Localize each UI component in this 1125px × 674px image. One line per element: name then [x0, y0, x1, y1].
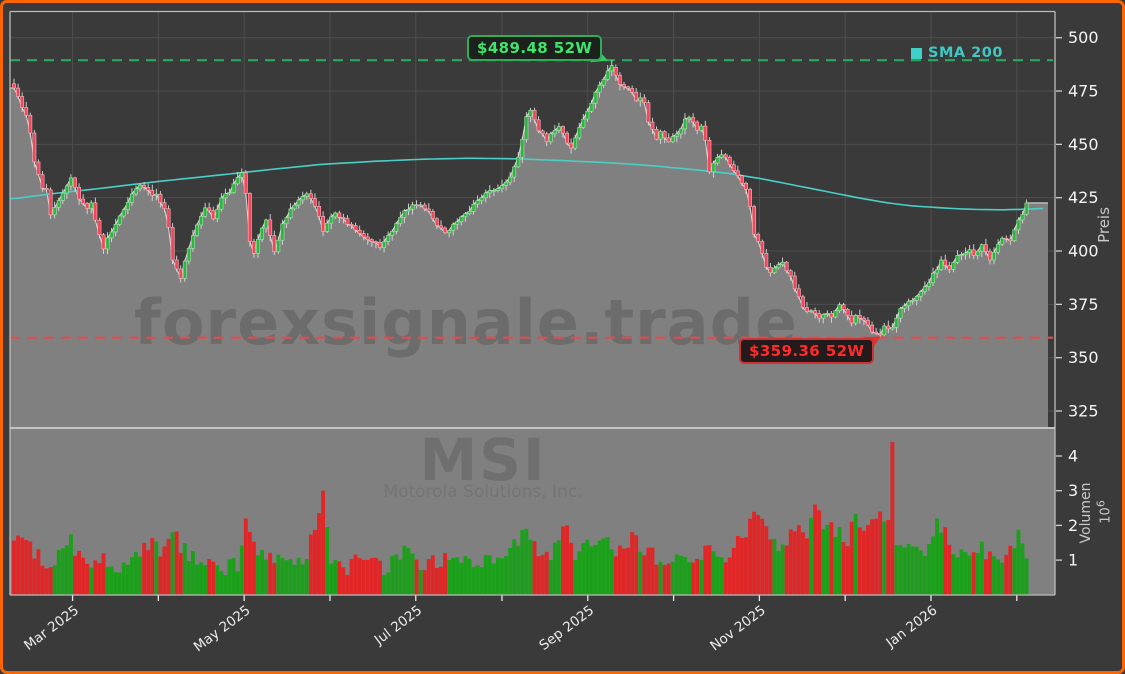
axis-tick-label: 325 — [1068, 401, 1099, 420]
axis-tick-label: 350 — [1068, 348, 1099, 367]
axis-tick-label: 2 — [1068, 516, 1078, 535]
axis-tick-label: 1 — [1068, 551, 1078, 570]
sma-legend-marker-icon — [911, 47, 922, 59]
watermark-company: Motorola Solutions, Inc. — [383, 482, 582, 502]
candle-layer — [12, 60, 1029, 338]
sma-200-legend: SMA 200 — [911, 45, 1003, 61]
volume-axis-title: Volumen — [1078, 482, 1094, 544]
high-52w-annotation: $489.48 52W — [467, 35, 603, 61]
axis-tick-label: 425 — [1068, 188, 1099, 207]
low-52w-annotation: $359.36 52W — [739, 338, 875, 364]
volume-layer — [12, 442, 1029, 596]
axis-tick-label: 4 — [1068, 447, 1078, 466]
watermark-layer: forexsignale.trade MSI Motorola Solution… — [134, 286, 798, 502]
axis-tick-label: 3 — [1068, 481, 1078, 500]
x-axis-tick-label: Mar 2025 — [21, 602, 82, 653]
axis-tick-label: 500 — [1068, 28, 1099, 47]
volume-axis-unit: 106 — [1094, 500, 1114, 524]
x-axis-tick-label: Sep 2025 — [536, 602, 597, 653]
axis-tick-label: 475 — [1068, 82, 1099, 101]
x-axis-tick-label: Nov 2025 — [707, 602, 769, 654]
axis-tick-label: 400 — [1068, 242, 1099, 261]
axis-tick-label: 375 — [1068, 295, 1099, 314]
sma-line-layer — [9, 157, 1043, 211]
frame-spines-layer — [9, 10, 1056, 596]
x-axis-tick-label: May 2025 — [191, 602, 254, 655]
x-axis-tick-label: Jul 2025 — [371, 602, 425, 648]
axis-tick-label: 450 — [1068, 135, 1099, 154]
area-layer — [10, 64, 1048, 429]
watermark-symbol: MSI — [419, 426, 546, 494]
price-axis-title: Preis — [1095, 207, 1113, 243]
sma-legend-label: SMA 200 — [928, 45, 1003, 61]
watermark-site: forexsignale.trade — [134, 286, 798, 359]
x-axis-tick-label: Jan 2026 — [882, 602, 940, 651]
